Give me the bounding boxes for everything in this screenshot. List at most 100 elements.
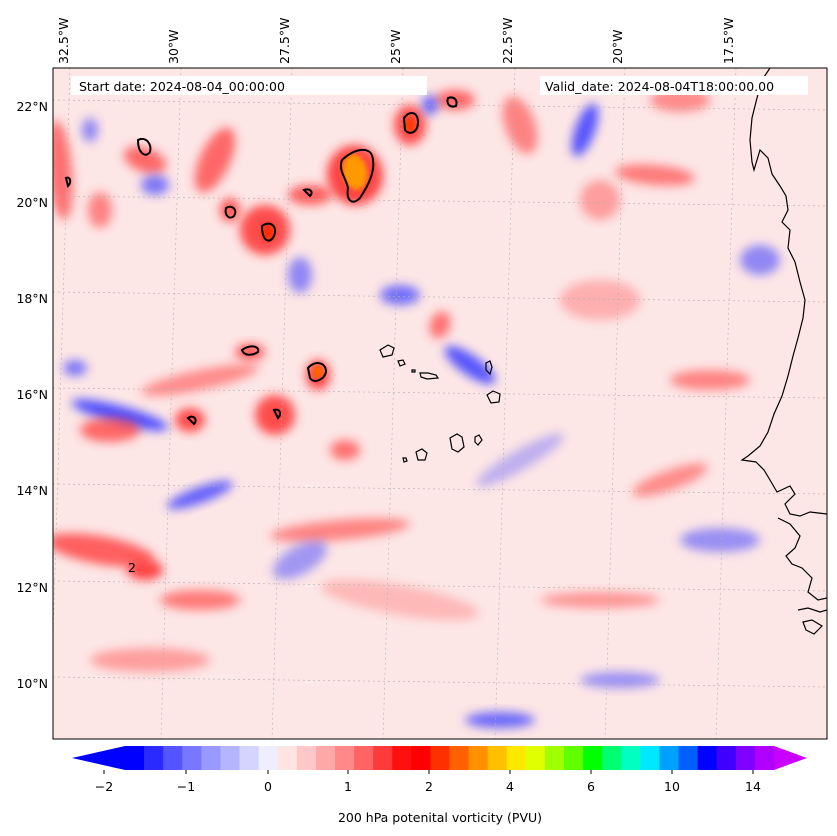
lon-label: 30°W (166, 29, 181, 64)
lon-label: 32.5°W (56, 18, 71, 64)
parallel (53, 387, 827, 399)
colorbar-cell (735, 746, 756, 770)
colorbar-cell (201, 746, 222, 770)
lon-label: 17.5°W (721, 18, 736, 64)
islands (379, 344, 501, 463)
pv-anomaly (141, 364, 259, 396)
colorbar-cell (525, 746, 546, 770)
pv-2-contour (224, 205, 237, 219)
pv-anomaly (571, 103, 599, 157)
colorbar-tick-label: 6 (587, 779, 595, 794)
lon-label: 25°W (388, 29, 403, 64)
colorbar-cell (220, 746, 241, 770)
island-fogo (415, 448, 428, 461)
pv-anomaly (380, 285, 420, 305)
pv-anomaly (615, 164, 695, 186)
pv-anomaly (670, 370, 750, 390)
pv-anomaly (82, 118, 98, 142)
pv-anomaly (80, 418, 140, 442)
colorbar-cell (373, 746, 393, 770)
pv-2-contour (260, 222, 276, 242)
pv-anomaly (270, 518, 410, 542)
latitude-labels: 22°N 20°N 18°N 16°N 14°N 12°N 10°N (16, 99, 48, 691)
pv-2-contour (186, 415, 197, 426)
island-santiago (449, 433, 465, 453)
colorbar-cell (125, 746, 145, 770)
colorbar-extend-max (774, 746, 807, 770)
pv-anomaly (255, 395, 295, 435)
colorbar: −2 −1 0 1 2 4 6 10 14 200 hPa potenital vorticit… (72, 746, 807, 825)
pv-anomaly (288, 257, 312, 293)
lat-label: 10°N (16, 676, 48, 691)
pv-anomaly (444, 345, 496, 385)
island-sao-vicente (397, 359, 406, 367)
pv-anomaly (476, 433, 564, 487)
colorbar-tick-label: 10 (664, 779, 680, 794)
valid-date-box: Valid_date: 2024-08-04T18:00:00.00 (540, 76, 808, 95)
lat-label: 16°N (16, 387, 48, 402)
pv-core (342, 154, 368, 190)
pv-anomaly (194, 127, 236, 193)
island-santo-antao (379, 344, 395, 358)
colorbar-cell (506, 746, 527, 770)
meridian (271, 68, 293, 739)
island-brava (402, 457, 408, 463)
island-santa-luzia (411, 369, 416, 373)
pv-2-contour (302, 188, 313, 198)
parallel (53, 195, 827, 207)
pv-core (405, 117, 415, 133)
pv-anomaly (429, 311, 451, 339)
valid-date-text: Valid_date: 2024-08-04T18:00:00.00 (545, 79, 774, 94)
pv-anomaly (330, 440, 360, 460)
pv-core (313, 365, 323, 379)
colorbar-cell (468, 746, 489, 770)
colorbar-cell (754, 746, 775, 770)
pv-anomaly (560, 280, 640, 320)
island-boa-vista (486, 390, 501, 404)
colorbar-cell (182, 746, 202, 770)
colorbar-cell (354, 746, 374, 770)
meridian (160, 68, 182, 739)
pv-field (53, 88, 780, 728)
colorbar-cell (564, 746, 584, 770)
colorbar-tick-label: 0 (264, 779, 272, 794)
colorbar-label: 200 hPa potenital vorticity (PVU) (338, 810, 542, 825)
pv-2-contours: 2 (64, 96, 458, 575)
pv-anomaly (160, 590, 240, 610)
pv-anomaly (680, 528, 760, 552)
pv-anomaly (273, 540, 327, 580)
start-date-box-bg (71, 76, 427, 95)
gridlines (53, 68, 827, 739)
meridian (494, 68, 516, 739)
colorbar-cells (125, 746, 775, 770)
island-sal (485, 360, 493, 376)
lon-label: 22.5°W (500, 18, 515, 64)
colorbar-extend-min (72, 746, 125, 770)
pv-anomaly (63, 360, 87, 376)
valid-date-box-bg (540, 76, 808, 95)
parallel (53, 580, 827, 592)
african-coastline (740, 68, 827, 635)
colorbar-cell (258, 746, 279, 770)
island-maio (474, 434, 483, 446)
colorbar-cell (583, 746, 603, 770)
pv-anomaly (321, 579, 479, 621)
pv-2-contour (136, 138, 152, 156)
meridian (715, 68, 737, 739)
colorbar-cell (678, 746, 699, 770)
longitude-labels: 32.5°W 30°W 27.5°W 25°W 22.5°W 20°W 17.5… (56, 18, 736, 64)
pv-anomaly (465, 712, 535, 728)
parallel (53, 99, 827, 111)
colorbar-ticks: −2 −1 0 1 2 4 6 10 14 (95, 770, 761, 794)
meridian (604, 68, 626, 739)
start-date-text: Start date: 2024-08-04_00:00:00 (79, 79, 285, 94)
colorbar-tick-label: 4 (506, 779, 514, 794)
pv-anomaly (632, 463, 708, 497)
colorbar-tick-label: −1 (177, 779, 195, 794)
lat-label: 20°N (16, 195, 48, 210)
pv-anomaly (580, 672, 660, 688)
pv-core (262, 224, 274, 240)
island-sao-nicolau (419, 372, 440, 380)
lon-label: 20°W (610, 29, 625, 64)
